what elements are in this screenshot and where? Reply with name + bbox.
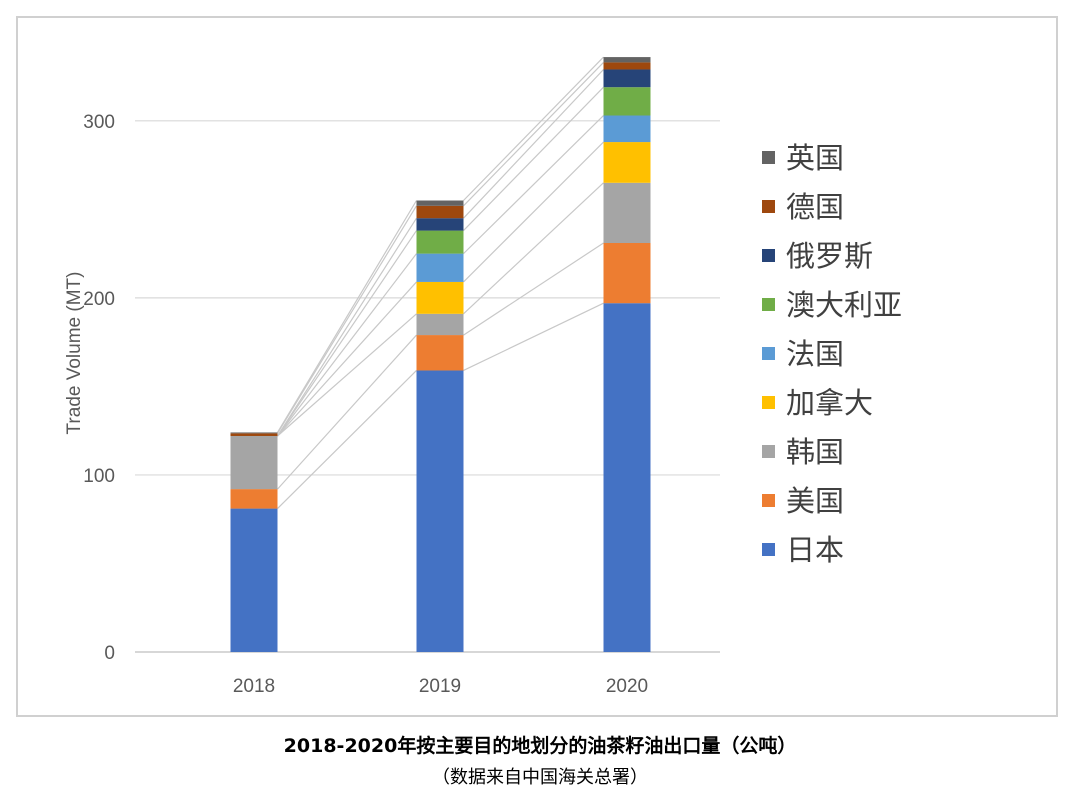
legend-label: 德国 xyxy=(786,190,844,224)
y-tick-label: 300 xyxy=(83,112,115,133)
legend-label: 日本 xyxy=(786,533,844,567)
figure-caption-source: （数据来自中国海关总署） xyxy=(432,767,648,788)
y-tick-label: 0 xyxy=(104,643,115,664)
y-tick-label: 200 xyxy=(83,289,115,310)
series-connector-line xyxy=(277,253,417,437)
series-connector-line xyxy=(463,141,604,283)
legend-label: 加拿大 xyxy=(786,386,873,420)
bar-segment xyxy=(416,253,464,282)
bar-segment xyxy=(603,115,651,143)
bar-segment xyxy=(603,62,651,70)
bar-segment xyxy=(230,432,278,434)
y-axis-label: Trade Volume (MT) xyxy=(64,272,85,435)
x-tick-label: 2020 xyxy=(606,676,648,697)
bar-segment xyxy=(416,281,464,314)
bar-segment xyxy=(603,87,651,116)
legend-swatch xyxy=(762,200,775,213)
bar-segment xyxy=(603,182,651,243)
legend-swatch xyxy=(762,151,775,164)
series-connector-line xyxy=(277,334,417,490)
legend-label: 俄罗斯 xyxy=(786,239,873,273)
legend-swatch xyxy=(762,347,775,360)
chart-frame xyxy=(16,16,1058,717)
bar-segment xyxy=(230,508,278,652)
bar-segment xyxy=(416,218,464,231)
legend-swatch xyxy=(762,249,775,262)
series-connector-line xyxy=(276,205,418,434)
legend-swatch xyxy=(762,396,775,409)
bar-segment xyxy=(603,69,651,88)
series-connector-line xyxy=(463,242,604,336)
series-connector-line xyxy=(277,370,417,510)
bar-segment xyxy=(416,370,464,652)
series-connector-line xyxy=(277,230,417,437)
series-connector-line xyxy=(463,86,604,232)
bar-segment xyxy=(416,335,464,371)
bar-segment xyxy=(416,200,464,206)
series-connector-line xyxy=(276,217,418,437)
bar-segment xyxy=(416,205,464,219)
legend-label: 韩国 xyxy=(786,435,844,469)
bar-segment xyxy=(603,142,651,183)
legend-swatch xyxy=(762,543,775,556)
series-connector-line xyxy=(463,302,604,372)
legend-swatch xyxy=(762,298,775,311)
x-tick-label: 2018 xyxy=(233,676,275,697)
bar-segment xyxy=(603,303,651,652)
legend-label: 澳大利亚 xyxy=(786,288,902,322)
series-connector-line xyxy=(277,281,417,437)
legend-swatch xyxy=(762,445,775,458)
legend-label: 英国 xyxy=(786,141,844,175)
series-connector-line xyxy=(463,56,604,201)
series-connector-line xyxy=(463,182,604,315)
stacked-bar-chart: 0 100 200 300 Trade Volume (MT) 2018 2019 2020 英… xyxy=(64,56,902,697)
legend-swatch xyxy=(762,494,775,507)
series-connector-line xyxy=(277,313,417,437)
bar-segment xyxy=(230,489,278,509)
series-connector-line xyxy=(463,115,604,255)
legend-label: 法国 xyxy=(786,337,844,371)
bar-segment xyxy=(416,313,464,336)
legend-label: 美国 xyxy=(786,484,844,518)
series-connector-line xyxy=(463,69,604,219)
figure-caption-title: 2018-2020年按主要目的地划分的油茶籽油出口量（公吨） xyxy=(283,735,797,757)
series-connector-line xyxy=(463,61,604,207)
bar-segment xyxy=(230,433,278,436)
bar-segment xyxy=(230,435,278,490)
y-tick-label: 100 xyxy=(83,466,115,487)
x-tick-label: 2019 xyxy=(419,676,461,697)
bar-segment xyxy=(603,242,651,304)
bar-segment xyxy=(603,57,651,63)
series-connector-line xyxy=(276,200,418,433)
bar-segment xyxy=(416,230,464,254)
